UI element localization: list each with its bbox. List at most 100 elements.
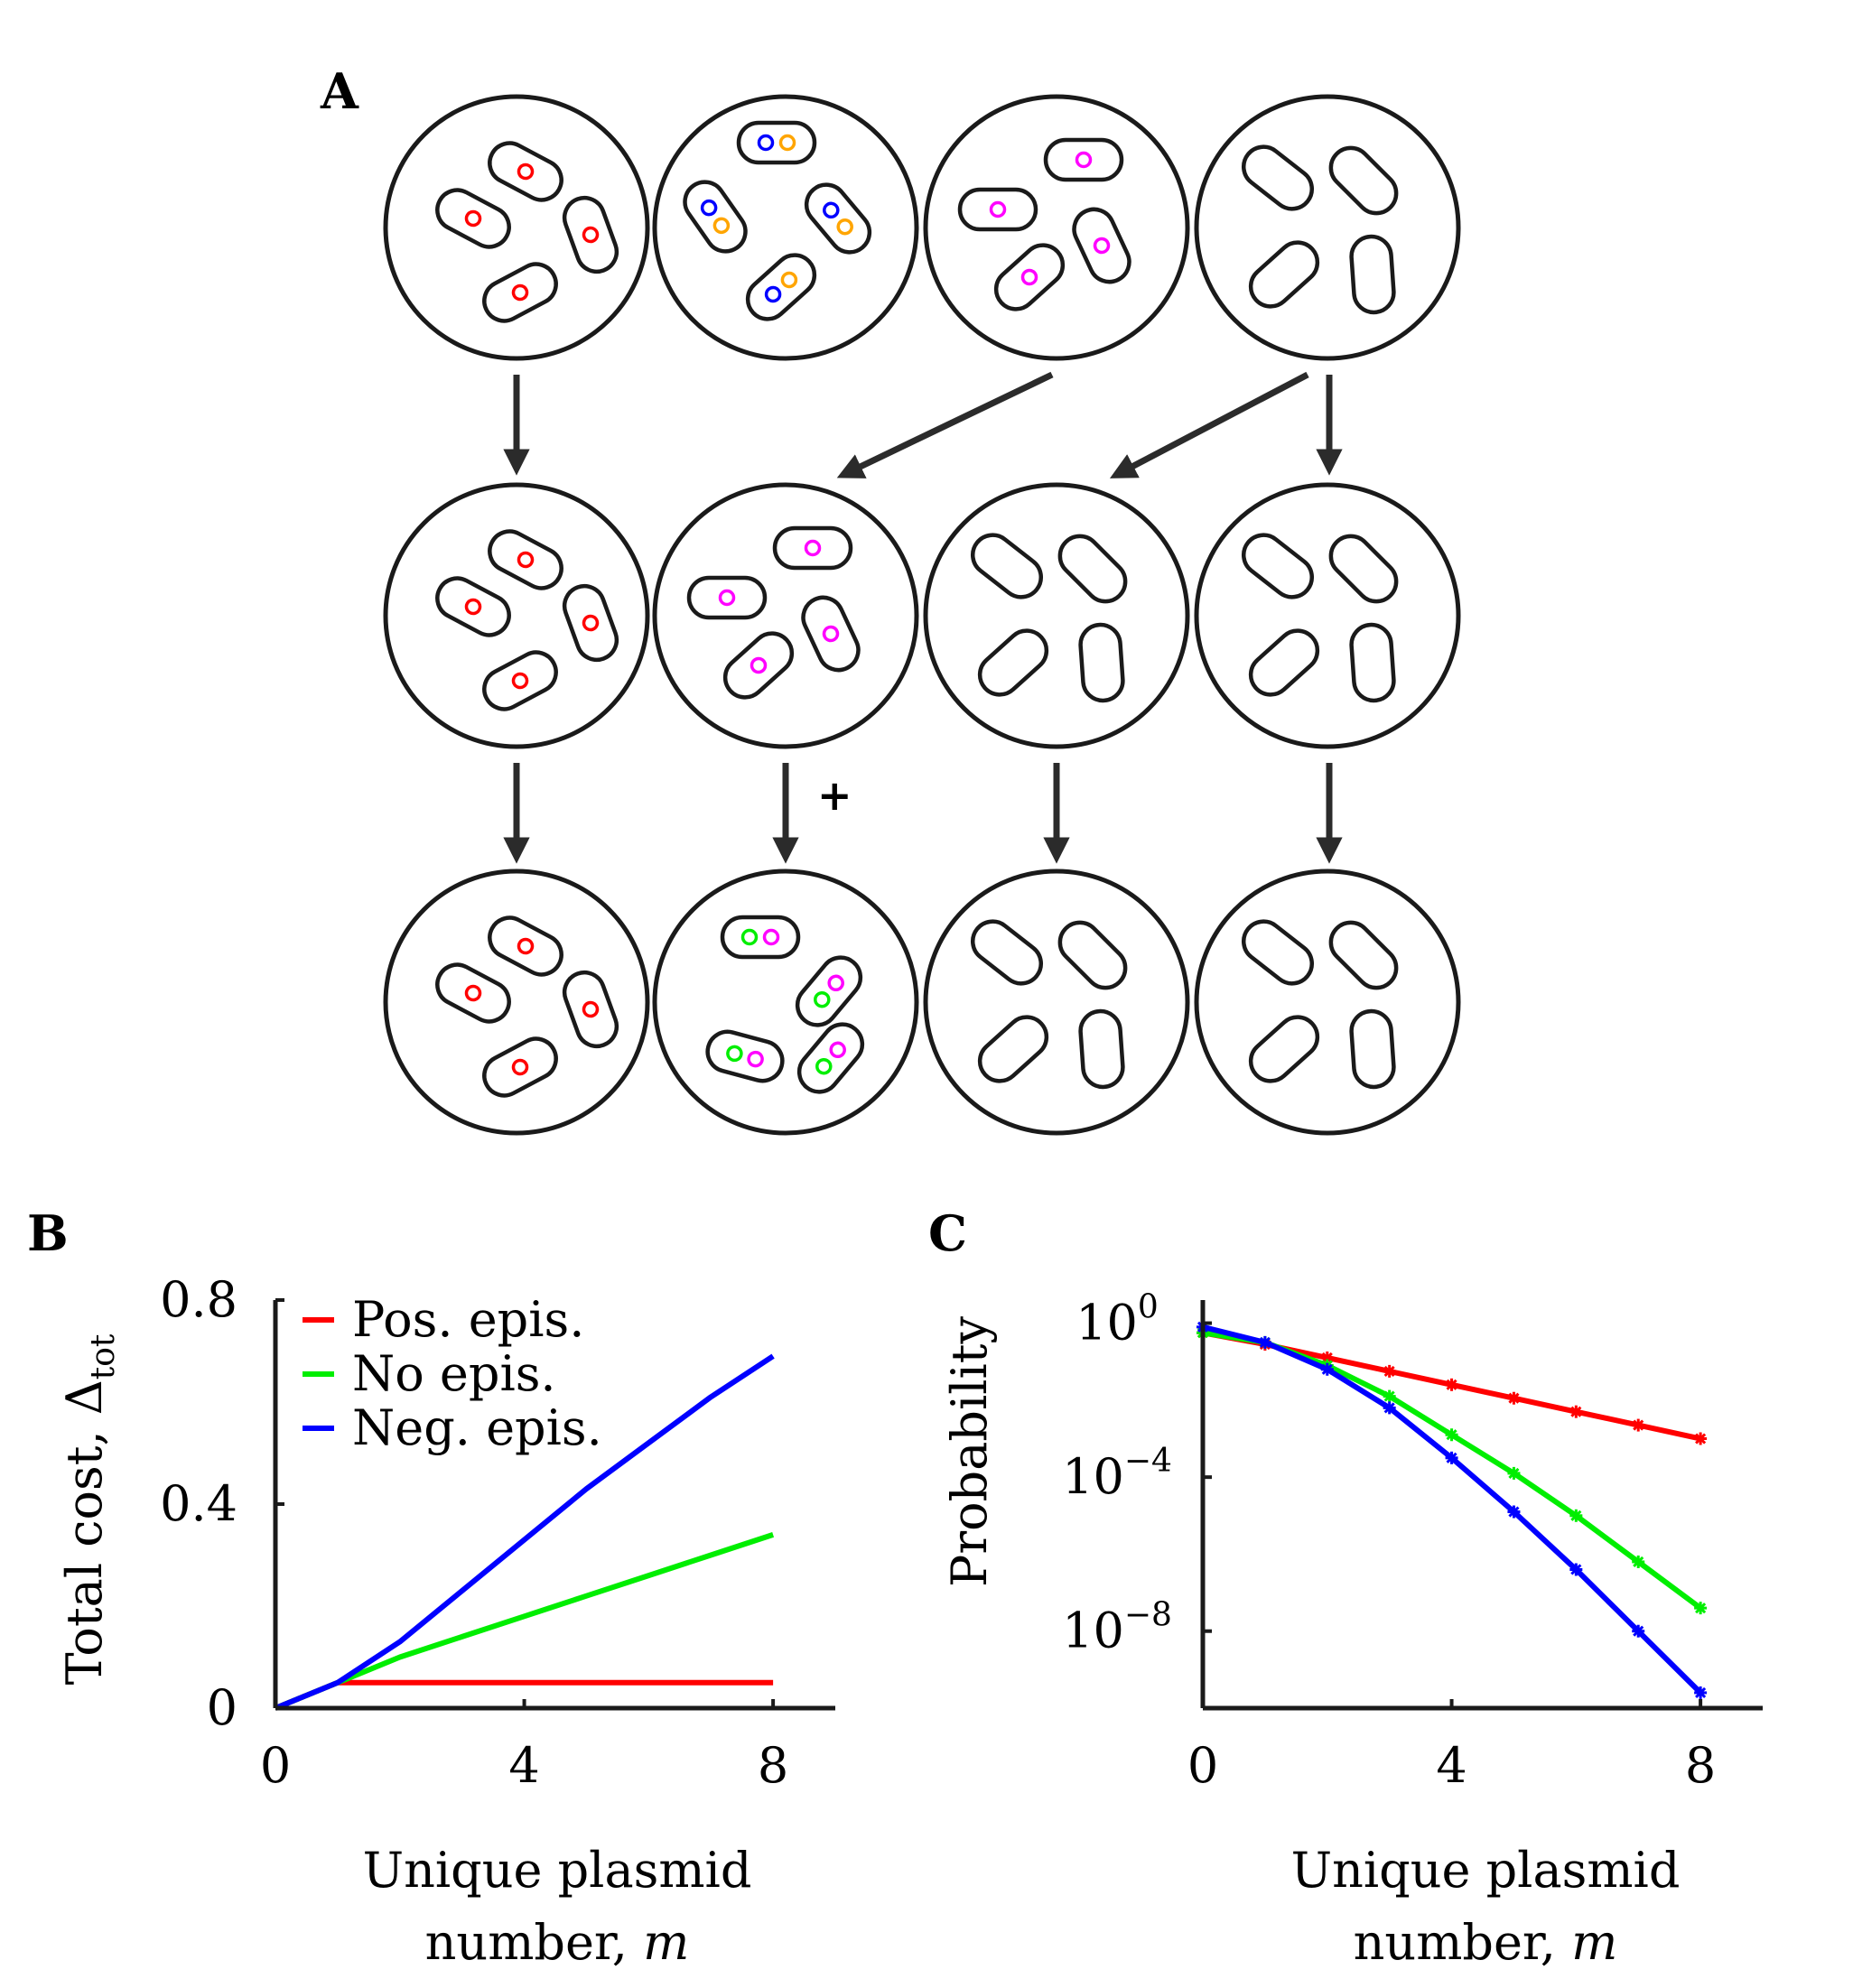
plasmid-red xyxy=(511,1058,529,1076)
marker-stroke xyxy=(1570,1564,1582,1575)
chart-c-ylabel: Probability xyxy=(941,1316,998,1587)
population-row2-col4 xyxy=(1194,482,1461,749)
plasmid-red xyxy=(517,163,535,181)
plasmid-red xyxy=(464,209,482,228)
plasmid-green xyxy=(814,990,831,1008)
plasmid-magenta xyxy=(829,1041,846,1059)
bacterium-cell xyxy=(772,525,853,571)
bacterium-cell xyxy=(1248,1015,1320,1083)
population-row1-col2 xyxy=(652,94,919,361)
bacterium-cell xyxy=(686,575,768,620)
data-point-red xyxy=(1383,1364,1396,1378)
legend-label-green: No epis. xyxy=(352,1345,556,1402)
plasmid-red xyxy=(582,1000,600,1018)
marker-stroke xyxy=(1570,1406,1582,1417)
x-tick-label: 8 xyxy=(758,1737,788,1794)
bacterium xyxy=(993,243,1066,311)
chart-b-xlabel-line1: Unique plasmid xyxy=(363,1842,752,1899)
data-point-red xyxy=(1632,1418,1645,1432)
plasmid-blue xyxy=(764,285,782,303)
bacterium xyxy=(562,195,619,274)
y-tick-label: 10−8 xyxy=(1062,1597,1172,1659)
plus-label: + xyxy=(817,771,852,820)
data-point-red xyxy=(1694,1432,1708,1445)
bacterium xyxy=(562,970,619,1049)
population-circle xyxy=(652,94,919,361)
chart-b-axes: 0 4 8 0 0.4 0.8 xyxy=(160,1271,835,1794)
population-circle xyxy=(383,482,650,749)
x-tick-label: 8 xyxy=(1685,1737,1716,1794)
bacterium xyxy=(488,529,563,590)
bacterium-cell xyxy=(1349,622,1396,703)
legend-label-blue: Neg. epis. xyxy=(352,1399,602,1456)
plasmid-magenta xyxy=(1020,268,1038,286)
plasmid-blue xyxy=(700,199,718,217)
bacterium-cell xyxy=(722,631,795,700)
plasmid-green xyxy=(740,928,759,946)
data-point-red xyxy=(1445,1378,1458,1391)
bacterium xyxy=(1241,533,1315,599)
population-circle xyxy=(1194,94,1461,361)
bacterium-cell xyxy=(970,919,1044,986)
bacterium-cell xyxy=(736,120,817,165)
bacterium xyxy=(683,180,748,254)
bacterium-cell xyxy=(993,243,1066,311)
bacterium-cell xyxy=(488,915,563,977)
plasmid-orange xyxy=(712,217,731,235)
bacterium-cell xyxy=(1072,207,1131,284)
plasmid-red xyxy=(511,672,529,690)
marker-stroke xyxy=(1508,1506,1520,1518)
bacterium xyxy=(1328,920,1399,990)
bacterium xyxy=(705,1029,785,1083)
bacterium-cell xyxy=(1241,919,1315,986)
bacterium xyxy=(1248,1015,1320,1083)
marker-stroke xyxy=(1383,1402,1395,1414)
plasmid-orange xyxy=(836,218,853,236)
population-row3-col1 xyxy=(383,869,650,1136)
panel-label-c: C xyxy=(928,1204,967,1262)
population-diagram: + xyxy=(383,94,1461,1136)
bacterium xyxy=(1349,234,1396,315)
bacterium xyxy=(1248,240,1320,309)
marker-stroke xyxy=(1695,1686,1707,1699)
bacterium xyxy=(1328,534,1399,604)
arrow-diag-col3-to-col2 xyxy=(836,371,1054,478)
bacterium xyxy=(1057,920,1128,990)
series-line-blue xyxy=(274,1353,775,1711)
marker-stroke xyxy=(1695,1602,1707,1614)
marker-stroke xyxy=(1446,1452,1457,1463)
bacterium xyxy=(970,919,1044,986)
bacterium xyxy=(804,182,872,255)
data-point-blue xyxy=(1383,1401,1396,1415)
plasmid-magenta xyxy=(1075,151,1093,169)
plasmid-magenta xyxy=(750,656,768,674)
plasmid-red xyxy=(464,984,482,1002)
population-circle xyxy=(652,869,919,1136)
marker-stroke xyxy=(1383,1390,1395,1402)
chart-c-xlabel-line1: Unique plasmid xyxy=(1291,1842,1681,1899)
population-row1-col4 xyxy=(1194,94,1461,361)
chart-b-xlabel-line2: number, m xyxy=(425,1914,690,1971)
bacterium-cell xyxy=(482,1036,558,1098)
plasmid-blue xyxy=(823,201,840,219)
plasmid-magenta xyxy=(718,589,736,607)
bacterium-cell xyxy=(482,650,558,711)
bacterium-cell xyxy=(1328,145,1399,216)
bacterium xyxy=(977,1015,1049,1083)
bacterium xyxy=(796,1022,865,1094)
plasmid-red xyxy=(517,937,535,955)
data-point-green xyxy=(1445,1428,1458,1442)
bacterium-cell xyxy=(804,182,872,255)
data-point-blue xyxy=(1694,1686,1708,1699)
chart-b-series-lines xyxy=(274,1353,775,1711)
x-tick-label: 0 xyxy=(1187,1737,1218,1794)
y-tick-label: 10−4 xyxy=(1062,1443,1172,1505)
bacterium xyxy=(435,576,511,637)
bacterium xyxy=(1057,534,1128,604)
data-point-green xyxy=(1632,1555,1645,1568)
bacterium xyxy=(1241,144,1315,211)
bacterium-cell xyxy=(488,529,563,590)
bacterium-cell xyxy=(435,576,511,637)
legend-label-red: Pos. epis. xyxy=(352,1291,584,1348)
bacterium-cell xyxy=(1057,534,1128,604)
